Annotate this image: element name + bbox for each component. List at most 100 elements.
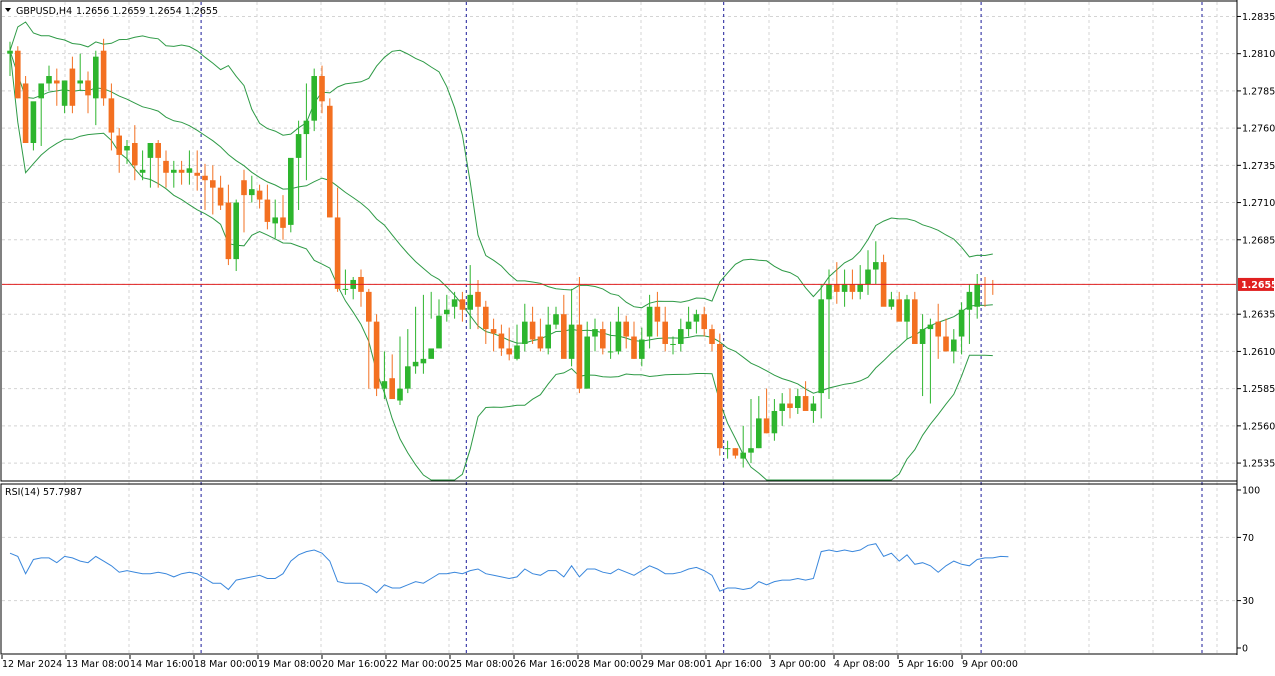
- candle-body: [818, 299, 824, 394]
- candle: [529, 306, 536, 344]
- time-tick-label: 3 Apr 00:00: [770, 659, 826, 670]
- candle-body: [966, 291, 973, 310]
- candle-body: [132, 143, 138, 166]
- price-tag-label: 1.2655: [1241, 280, 1275, 291]
- candle-body: [896, 299, 902, 322]
- candle: [865, 250, 871, 295]
- candle-body: [15, 50, 21, 99]
- candle: [295, 120, 302, 210]
- triangle-down-icon[interactable]: [5, 8, 11, 12]
- candle: [428, 291, 434, 359]
- candle: [202, 163, 208, 210]
- candle-body: [646, 306, 653, 337]
- rsi-tick-label: 0: [1242, 644, 1248, 655]
- candle-body: [958, 309, 965, 337]
- period-separators: [200, 2, 1203, 655]
- time-axis: 12 Mar 2024 13 Mar 08:00 14 Mar 16:00 18 Ma…: [1, 655, 1018, 670]
- candle-body: [974, 284, 980, 307]
- candle: [373, 314, 380, 397]
- candle: [841, 269, 848, 307]
- candle: [405, 329, 411, 394]
- candle-body: [397, 388, 403, 401]
- candle: [732, 448, 739, 459]
- candle-body: [678, 329, 684, 344]
- rsi-tick-label: 70: [1242, 533, 1254, 544]
- candle: [459, 291, 466, 322]
- candle: [935, 303, 941, 359]
- candle: [943, 318, 949, 352]
- time-tick-label: 29 Mar 08:00: [642, 659, 705, 670]
- candle-body: [77, 80, 83, 84]
- candle: [303, 83, 310, 181]
- candle-body: [904, 299, 910, 322]
- rsi-header-label: RSI(14) 57.7987: [5, 487, 82, 498]
- candle: [256, 184, 263, 209]
- candle: [280, 195, 286, 240]
- candle: [163, 150, 169, 188]
- candle-body: [436, 315, 442, 349]
- time-tick-label: 26 Mar 16:00: [514, 659, 577, 670]
- candle-body: [607, 351, 614, 353]
- candle: [288, 157, 294, 233]
- candle-body: [381, 381, 388, 389]
- candle-body: [7, 50, 13, 54]
- candle: [334, 187, 341, 292]
- candle: [600, 321, 606, 355]
- candle: [490, 318, 497, 352]
- candle-body: [763, 418, 770, 434]
- candle-body: [61, 80, 68, 106]
- candle-body: [935, 321, 941, 337]
- candle-body: [272, 217, 278, 224]
- candle-body: [163, 160, 169, 173]
- price-tag-background: [1238, 277, 1274, 291]
- candle-body: [139, 169, 146, 173]
- candle: [30, 101, 37, 151]
- chart-header[interactable]: GBPUSD,H4 1.2656 1.2659 1.2654 1.2655: [5, 6, 218, 17]
- candle-body: [389, 378, 395, 400]
- price-tick-label: 1.2810: [1242, 49, 1275, 60]
- candle-body: [210, 180, 216, 188]
- candle-body: [553, 314, 559, 325]
- candle: [38, 83, 44, 146]
- candle-body: [38, 83, 44, 99]
- candle-body: [779, 403, 785, 411]
- candle: [319, 65, 325, 114]
- candle: [919, 314, 926, 397]
- time-tick-label: 22 Mar 00:00: [386, 659, 449, 670]
- candle: [171, 160, 177, 188]
- candle: [592, 318, 598, 352]
- candle: [896, 291, 902, 322]
- candle: [483, 300, 489, 344]
- candle-body: [615, 321, 622, 352]
- candle: [139, 150, 146, 181]
- candle: [46, 65, 52, 91]
- candle-body: [826, 284, 832, 300]
- candle-body: [46, 76, 52, 84]
- candle: [709, 324, 715, 352]
- candle-body: [537, 336, 544, 349]
- candle-body: [108, 98, 115, 133]
- candle-body: [568, 324, 575, 359]
- time-tick-label: 28 Mar 00:00: [578, 659, 641, 670]
- candle-body: [233, 202, 239, 260]
- candle-body: [428, 348, 434, 359]
- candle-body: [732, 448, 739, 456]
- candle: [522, 303, 528, 352]
- candle-body: [584, 336, 590, 389]
- candle: [576, 276, 583, 394]
- candle: [795, 388, 801, 414]
- candle: [553, 306, 559, 330]
- candle: [225, 184, 232, 266]
- candle: [444, 294, 450, 322]
- candle-body: [685, 321, 692, 330]
- symbol-label: GBPUSD,H4: [16, 6, 72, 17]
- time-tick-label: 13 Mar 08:00: [66, 659, 129, 670]
- candle: [584, 321, 590, 389]
- time-tick-label: 12 Mar 2024: [2, 659, 62, 670]
- candle: [888, 291, 895, 310]
- candle: [880, 254, 887, 307]
- candle: [420, 294, 427, 374]
- candle: [834, 262, 840, 304]
